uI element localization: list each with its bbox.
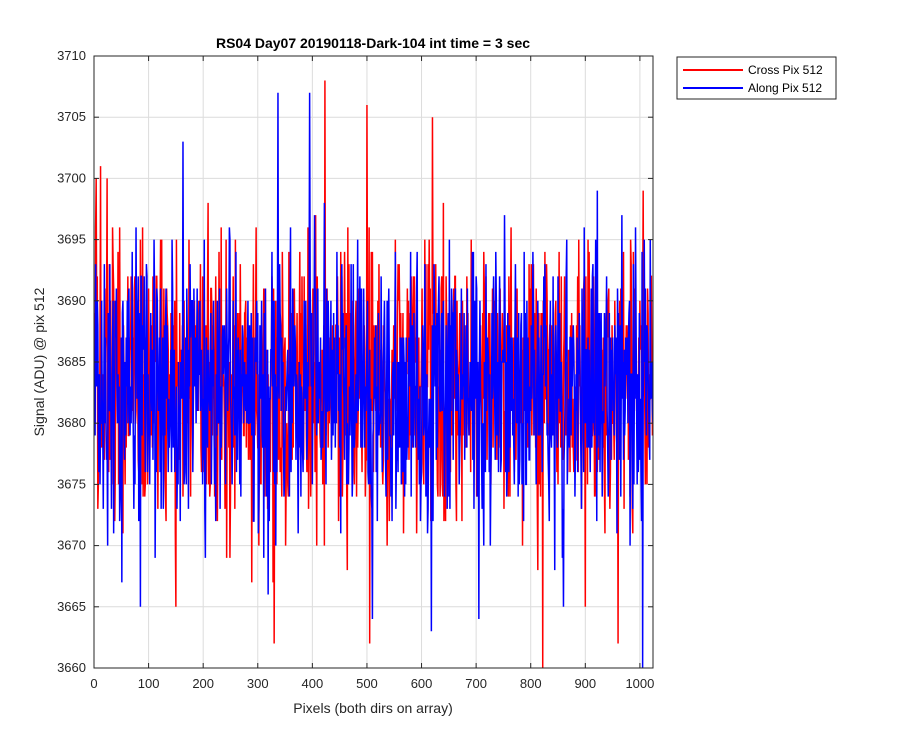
- x-tick-label: 0: [90, 676, 97, 691]
- x-axis: 0 100 200 300 400 500 600 700 800 900 1000: [90, 56, 654, 691]
- legend: Cross Pix 512 Along Pix 512: [676, 56, 837, 100]
- x-tick-label: 600: [411, 676, 433, 691]
- y-tick-label: 3700: [57, 170, 86, 185]
- legend-box: [676, 56, 837, 100]
- legend-label-along: Along Pix 512: [748, 81, 822, 95]
- y-tick-label: 3695: [57, 232, 86, 247]
- x-tick-label: 800: [520, 676, 542, 691]
- series-group: [94, 80, 653, 668]
- y-tick-label: 3675: [57, 476, 86, 491]
- x-tick-label: 900: [574, 676, 596, 691]
- y-tick-label: 3685: [57, 354, 86, 369]
- series-line-along: [94, 92, 653, 668]
- x-tick-label: 500: [356, 676, 378, 691]
- y-tick-label: 3710: [57, 48, 86, 63]
- x-tick-label: 700: [465, 676, 487, 691]
- chart-title: RS04 Day07 20190118-Dark-104 int time = …: [216, 35, 530, 51]
- x-tick-label: 400: [302, 676, 324, 691]
- y-tick-label: 3680: [57, 415, 86, 430]
- y-tick-label: 3670: [57, 538, 86, 553]
- y-tick-label: 3665: [57, 599, 86, 614]
- x-tick-label: 1000: [625, 676, 654, 691]
- y-tick-label: 3705: [57, 109, 86, 124]
- y-axis: 3660 3665 3670 3675 3680 3685 3690 3695 3700 3705…: [57, 48, 653, 675]
- x-tick-label: 100: [138, 676, 160, 691]
- y-axis-label: Signal (ADU) @ pix 512: [31, 287, 47, 436]
- legend-label-cross: Cross Pix 512: [748, 63, 823, 77]
- x-axis-label: Pixels (both dirs on array): [293, 700, 453, 716]
- x-tick-label: 300: [247, 676, 269, 691]
- y-tick-label: 3690: [57, 293, 86, 308]
- x-tick-label: 200: [192, 676, 214, 691]
- y-tick-label: 3660: [57, 660, 86, 675]
